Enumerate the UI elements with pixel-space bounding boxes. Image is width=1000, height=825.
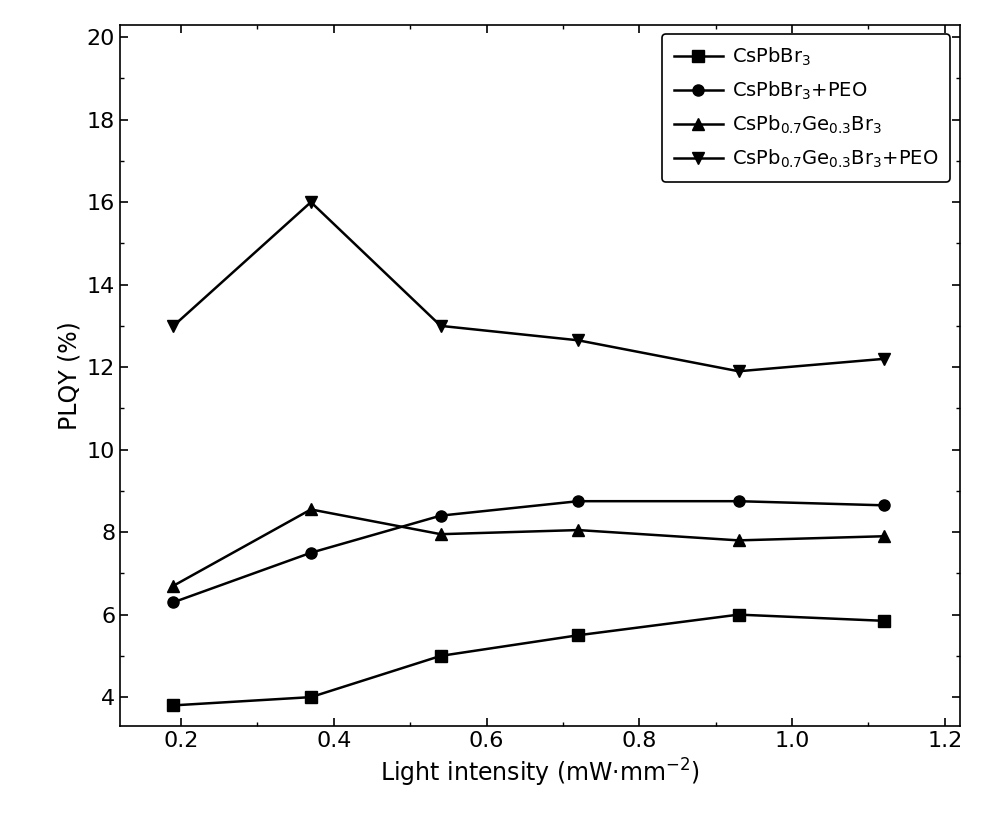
CsPb$_{0.7}$Ge$_{0.3}$Br$_3$ xyxy=(167,581,179,591)
CsPb$_{0.7}$Ge$_{0.3}$Br$_3$ xyxy=(305,504,317,515)
CsPbBr$_3$ xyxy=(733,610,745,620)
CsPb$_{0.7}$Ge$_{0.3}$Br$_3$+PEO xyxy=(878,354,890,364)
CsPbBr$_3$ xyxy=(572,630,584,640)
CsPbBr$_3$+PEO xyxy=(305,548,317,558)
Y-axis label: PLQY (%): PLQY (%) xyxy=(57,321,81,430)
CsPb$_{0.7}$Ge$_{0.3}$Br$_3$ xyxy=(435,530,447,540)
X-axis label: Light intensity (mW·mm$^{-2}$): Light intensity (mW·mm$^{-2}$) xyxy=(380,757,700,789)
CsPbBr$_3$+PEO xyxy=(733,496,745,506)
CsPb$_{0.7}$Ge$_{0.3}$Br$_3$+PEO xyxy=(572,335,584,345)
CsPb$_{0.7}$Ge$_{0.3}$Br$_3$+PEO xyxy=(167,321,179,331)
CsPbBr$_3$+PEO xyxy=(878,500,890,510)
CsPbBr$_3$ xyxy=(878,615,890,625)
CsPb$_{0.7}$Ge$_{0.3}$Br$_3$+PEO xyxy=(305,197,317,207)
Line: CsPbBr$_3$: CsPbBr$_3$ xyxy=(168,609,889,711)
CsPb$_{0.7}$Ge$_{0.3}$Br$_3$ xyxy=(733,535,745,545)
CsPb$_{0.7}$Ge$_{0.3}$Br$_3$ xyxy=(572,525,584,535)
Line: CsPbBr$_3$+PEO: CsPbBr$_3$+PEO xyxy=(168,496,889,608)
CsPbBr$_3$+PEO xyxy=(435,511,447,521)
Line: CsPb$_{0.7}$Ge$_{0.3}$Br$_3$+PEO: CsPb$_{0.7}$Ge$_{0.3}$Br$_3$+PEO xyxy=(168,196,889,377)
Legend: CsPbBr$_3$, CsPbBr$_3$+PEO, CsPb$_{0.7}$Ge$_{0.3}$Br$_3$, CsPb$_{0.7}$Ge$_{0.3}$: CsPbBr$_3$, CsPbBr$_3$+PEO, CsPb$_{0.7}$… xyxy=(662,35,950,182)
CsPb$_{0.7}$Ge$_{0.3}$Br$_3$+PEO xyxy=(733,366,745,376)
CsPbBr$_3$+PEO xyxy=(572,496,584,506)
CsPbBr$_3$ xyxy=(435,651,447,661)
CsPb$_{0.7}$Ge$_{0.3}$Br$_3$ xyxy=(878,531,890,541)
CsPbBr$_3$ xyxy=(167,700,179,710)
CsPbBr$_3$ xyxy=(305,692,317,702)
CsPbBr$_3$+PEO xyxy=(167,597,179,607)
Line: CsPb$_{0.7}$Ge$_{0.3}$Br$_3$: CsPb$_{0.7}$Ge$_{0.3}$Br$_3$ xyxy=(168,504,889,592)
CsPb$_{0.7}$Ge$_{0.3}$Br$_3$+PEO xyxy=(435,321,447,331)
